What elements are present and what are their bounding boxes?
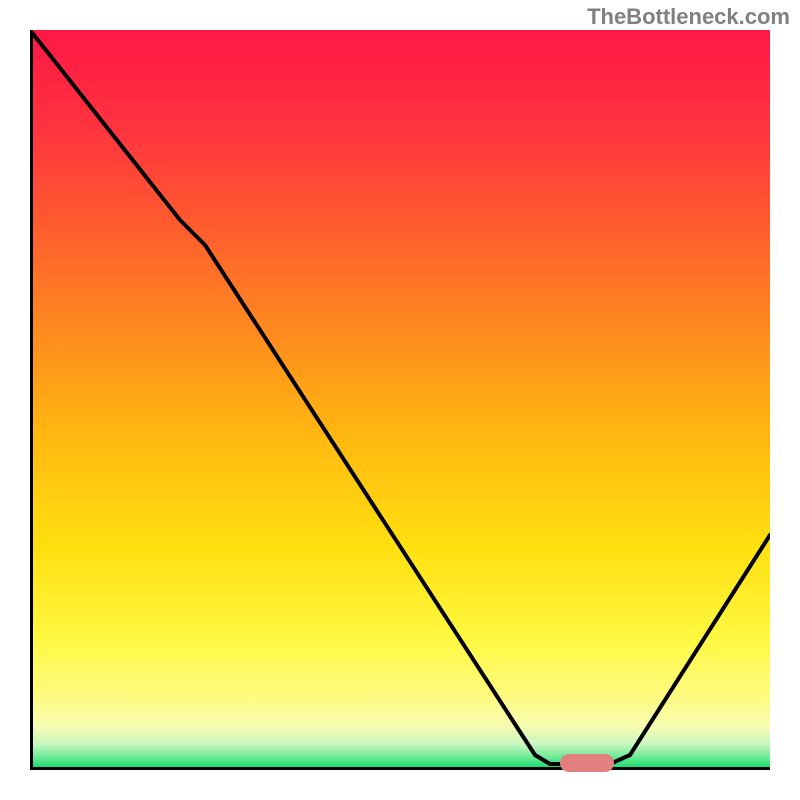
- optimal-range-marker: [560, 754, 614, 772]
- site-watermark: TheBottleneck.com: [587, 4, 790, 30]
- bottleneck-chart: [30, 30, 770, 770]
- bottleneck-curve: [30, 30, 770, 770]
